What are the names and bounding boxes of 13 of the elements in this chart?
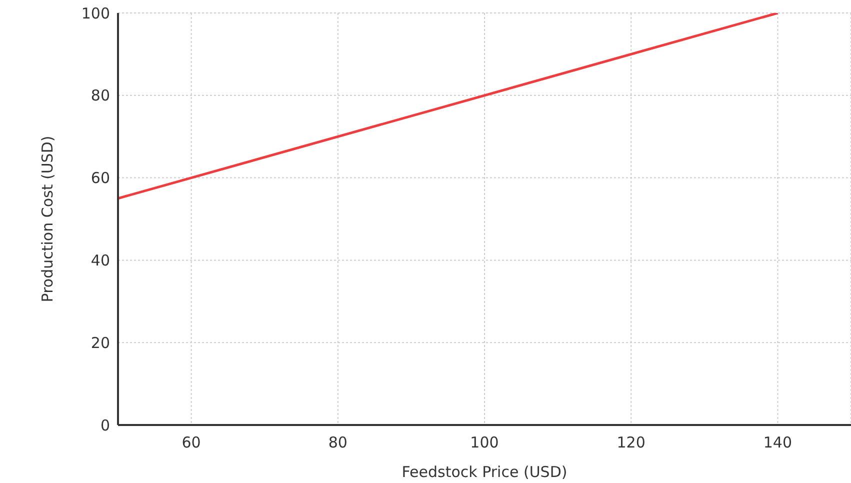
x-tick-label: 120 [616, 434, 646, 452]
y-tick-label: 40 [90, 252, 110, 270]
y-tick-label: 80 [90, 86, 110, 105]
x-tick-label: 100 [470, 434, 499, 452]
y-tick-label: 20 [90, 334, 110, 352]
x-tick-label: 80 [328, 434, 348, 452]
y-tick-label: 100 [81, 4, 110, 22]
y-tick-label: 0 [100, 416, 110, 434]
x-axis-title: Feedstock Price (USD) [402, 463, 568, 481]
y-tick-label: 60 [90, 169, 110, 188]
x-tick-label: 60 [182, 434, 201, 452]
x-tick-label: 140 [763, 434, 792, 452]
y-axis-title: Production Cost (USD) [38, 136, 56, 302]
